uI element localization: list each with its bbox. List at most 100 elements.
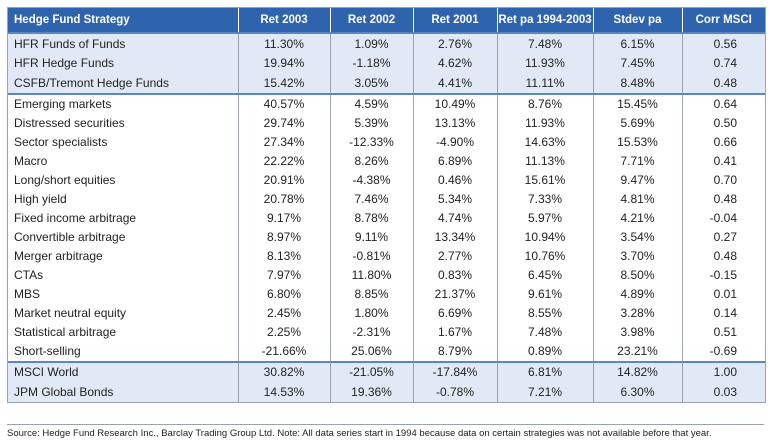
value-cell: 0.50 (681, 113, 765, 133)
value-cell: 6.81% (496, 360, 593, 382)
value-cell: 7.45% (592, 53, 682, 73)
table-body: HFR Funds of Funds 11.30% 1.09% 2.76% 7.48% 6… (8, 32, 765, 402)
value-cell: 4.89% (592, 284, 682, 304)
value-cell: 6.30% (592, 382, 682, 402)
value-cell: 0.03 (681, 382, 765, 402)
value-cell: 1.80% (329, 303, 413, 323)
value-cell: 8.55% (496, 303, 593, 323)
value-cell: 8.79% (412, 341, 497, 362)
value-cell: 14.63% (496, 132, 593, 152)
row-label: Distressed securities (14, 116, 125, 130)
value-cell: 6.89% (412, 151, 497, 171)
value-cell: 10.76% (496, 246, 593, 266)
header-cell: Ret 2001 (412, 8, 497, 33)
row-label: Statistical arbitrage (14, 325, 117, 339)
value-cell: 0.48 (681, 246, 765, 266)
value-cell: 8.78% (329, 208, 413, 228)
table-row: Market neutral equity 2.45% 1.80% 6.69% 8.55… (8, 303, 765, 323)
value-cell: 0.83% (412, 265, 497, 285)
value-cell: 8.76% (496, 92, 593, 114)
value-cell: 4.59% (329, 92, 413, 114)
value-cell: 11.93% (496, 53, 593, 73)
row-label: Merger arbitrage (14, 249, 103, 263)
value-cell: 1.00 (681, 360, 765, 382)
value-cell: 3.54% (592, 227, 682, 247)
value-cell: 11.11% (496, 73, 593, 94)
value-cell: 0.48 (681, 189, 765, 209)
value-cell: 8.48% (592, 73, 682, 94)
value-cell: 15.61% (496, 170, 593, 190)
value-cell: 1.67% (412, 322, 497, 342)
value-cell: 15.53% (592, 132, 682, 152)
row-label: Convertible arbitrage (14, 230, 126, 244)
table-row: Long/short equities 20.91% -4.38% 0.46% 15.6… (8, 170, 765, 190)
value-cell: 0.27 (681, 227, 765, 247)
row-label: MSCI World (8, 360, 238, 382)
value-cell: 0.51 (681, 322, 765, 342)
table-row: JPM Global Bonds 14.53% 19.36% -0.78% 7.21% 6… (8, 382, 765, 402)
table-frame: Hedge Fund Strategy Ret 2003 Ret 2002 Ret 2… (7, 7, 766, 403)
value-cell: -0.69 (681, 341, 765, 362)
table-row: Sector specialists 27.34% -12.33% -4.90% 14.… (8, 132, 765, 152)
value-cell: 7.33% (496, 189, 593, 209)
table-row: CTAs 7.97% 11.80% 0.83% 6.45% 8.50% -0.15 (8, 265, 765, 285)
table-row: HFR Funds of Funds 11.30% 1.09% 2.76% 7.48% 6… (8, 32, 765, 54)
strategy-table: Hedge Fund Strategy Ret 2003 Ret 2002 Ret 2… (8, 8, 765, 402)
value-cell: 7.48% (496, 32, 593, 54)
value-cell: 9.61% (496, 284, 593, 304)
table-row: Short-selling -21.66% 25.06% 8.79% 0.89% 23.2… (8, 341, 765, 362)
table-row: CSFB/Tremont Hedge Funds 15.42% 3.05% 4.41%… (8, 73, 765, 94)
value-cell: 3.05% (329, 73, 413, 94)
row-label: HFR Funds of Funds (8, 32, 238, 54)
value-cell: 13.34% (412, 227, 497, 247)
table-row: Convertible arbitrage 8.97% 9.11% 13.34% 10.… (8, 227, 765, 247)
value-cell: 25.06% (329, 341, 413, 362)
value-cell: 7.21% (496, 382, 593, 402)
value-cell: 10.94% (496, 227, 593, 247)
value-cell: 30.82% (237, 360, 330, 382)
value-cell: 5.39% (329, 113, 413, 133)
value-cell: 6.80% (237, 284, 330, 304)
value-cell: 6.45% (496, 265, 593, 285)
value-cell: 0.56 (681, 32, 765, 54)
value-cell: 6.69% (412, 303, 497, 323)
value-cell: 0.89% (496, 341, 593, 362)
value-cell: -0.04 (681, 208, 765, 228)
value-cell: 8.50% (592, 265, 682, 285)
value-cell: 8.97% (237, 227, 330, 247)
header-cell: Hedge Fund Strategy (8, 8, 238, 33)
row-label: JPM Global Bonds (8, 382, 238, 402)
value-cell: 2.45% (237, 303, 330, 323)
value-cell: 5.97% (496, 208, 593, 228)
value-cell: -12.33% (329, 132, 413, 152)
value-cell: 11.13% (496, 151, 593, 171)
value-cell: 19.94% (237, 53, 330, 73)
value-cell: 0.14 (681, 303, 765, 323)
value-cell: 14.82% (592, 360, 682, 382)
table-row: HFR Hedge Funds 19.94% -1.18% 4.62% 11.93% 7.… (8, 53, 765, 73)
value-cell: 20.91% (237, 170, 330, 190)
value-cell: 0.74 (681, 53, 765, 73)
value-cell: 29.74% (237, 113, 330, 133)
value-cell: 9.47% (592, 170, 682, 190)
value-cell: -4.90% (412, 132, 497, 152)
value-cell: -4.38% (329, 170, 413, 190)
row-label: Market neutral equity (14, 306, 127, 320)
value-cell: 7.97% (237, 265, 330, 285)
table-row: Macro 22.22% 8.26% 6.89% 11.13% 7.71% 0.41 (8, 151, 765, 171)
value-cell: -0.78% (412, 382, 497, 402)
header-cell: Ret 2002 (329, 8, 413, 33)
table-row: Statistical arbitrage 2.25% -2.31% 1.67% 7.4… (8, 322, 765, 342)
row-label: Emerging markets (8, 92, 238, 114)
row-label: MBS (14, 287, 41, 301)
value-cell: 21.37% (412, 284, 497, 304)
value-cell: 4.21% (592, 208, 682, 228)
value-cell: 3.98% (592, 322, 682, 342)
header-cell: Stdev pa (592, 8, 682, 33)
value-cell: 0.66 (681, 132, 765, 152)
value-cell: -21.66% (237, 341, 330, 362)
value-cell: -1.18% (329, 53, 413, 73)
value-cell: 0.70 (681, 170, 765, 190)
table-row: MBS 6.80% 8.85% 21.37% 9.61% 4.89% 0.01 (8, 284, 765, 304)
